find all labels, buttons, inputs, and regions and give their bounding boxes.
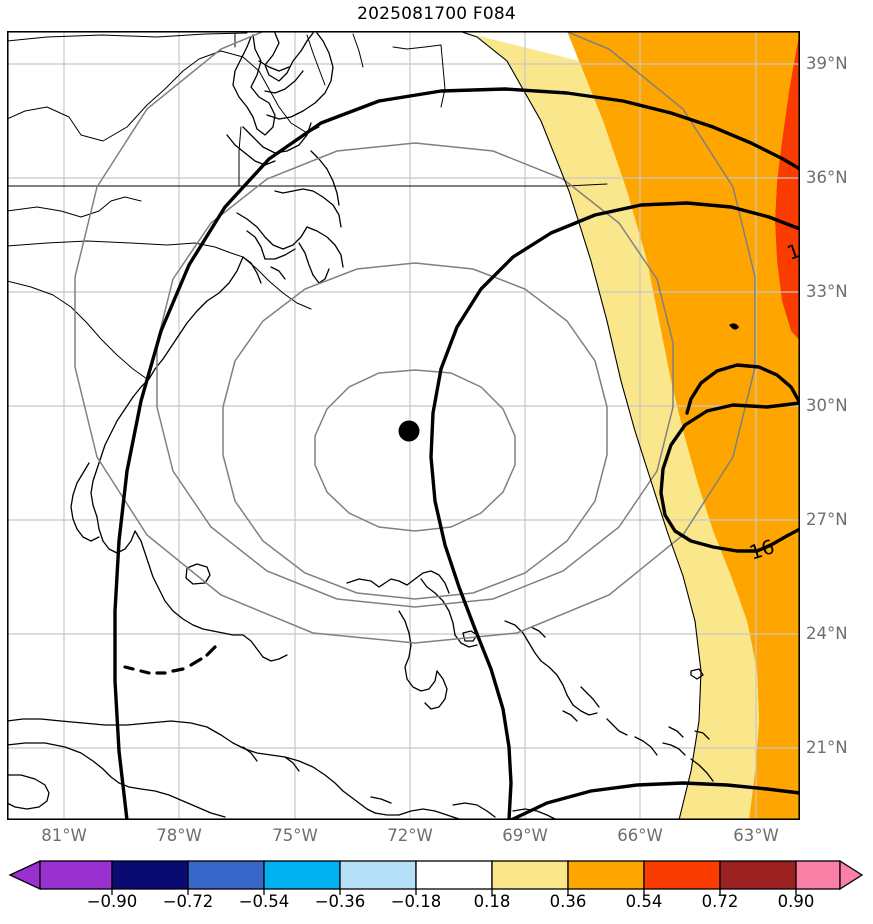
map-svg: 16 1 xyxy=(7,31,800,820)
colorbar-swatches xyxy=(8,859,864,891)
lat-label-39n: 39°N xyxy=(806,54,848,73)
range-ring-4 xyxy=(74,31,756,644)
lat-label-24n: 24°N xyxy=(806,624,848,643)
lat-label-33n: 33°N xyxy=(806,282,848,301)
cbar-tick-label-0: −0.90 xyxy=(86,892,138,911)
graticule-gridlines xyxy=(7,31,800,820)
cbar-cell-over xyxy=(795,860,841,890)
band-0.18-0.36 xyxy=(459,31,759,820)
lon-label-69w: 69°W xyxy=(502,826,548,845)
lat-label-27n: 27°N xyxy=(806,510,848,529)
band-0.54-0.72-b xyxy=(775,31,800,341)
lon-label-75w: 75°W xyxy=(272,826,318,845)
cbar-tick-label-2: −0.54 xyxy=(238,892,290,911)
plot-frame xyxy=(7,31,800,820)
colorbar-svg xyxy=(8,859,864,895)
cbar-tick-label-6: 0.36 xyxy=(549,892,587,911)
coastlines-and-borders xyxy=(7,32,714,820)
contour-closed-16 xyxy=(659,401,800,553)
cbar-cell-4 xyxy=(339,860,417,890)
contour-north-arc xyxy=(113,87,800,820)
cbar-extend-over xyxy=(839,859,864,891)
thin-contour-lines xyxy=(458,31,702,820)
lon-label-78w: 78°W xyxy=(156,826,202,845)
colorbar[interactable] xyxy=(0,856,873,924)
cbar-tick-label-4: −0.18 xyxy=(390,892,442,911)
cbar-tick-label-5: 0.18 xyxy=(473,892,511,911)
cbar-cell-8 xyxy=(643,860,721,890)
range-ring-3 xyxy=(156,142,674,608)
contour-closed-16-top xyxy=(685,363,800,415)
cbar-extend-under xyxy=(8,859,41,891)
cbar-cell-9 xyxy=(719,860,797,890)
storm-center-marker[interactable] xyxy=(398,420,420,442)
cbar-tick-label-9: 0.90 xyxy=(777,892,815,911)
cbar-cell-3 xyxy=(263,860,341,890)
cbar-cell-6 xyxy=(491,860,569,890)
range-ring-2 xyxy=(222,262,608,600)
cbar-cell-2 xyxy=(187,860,265,890)
page-title: 2025081700 F084 xyxy=(357,4,516,24)
storm-range-rings xyxy=(74,31,756,644)
cbar-cell-under xyxy=(39,860,113,890)
lon-label-66w: 66°W xyxy=(617,826,663,845)
lon-label-72w: 72°W xyxy=(387,826,433,845)
cbar-tick-label-1: −0.72 xyxy=(162,892,214,911)
lon-label-81w: 81°W xyxy=(41,826,87,845)
range-ring-inner xyxy=(314,369,516,532)
cbar-tick-label-7: 0.54 xyxy=(625,892,663,911)
map-plot-area[interactable]: 16 1 xyxy=(7,31,800,820)
thick-contour-lines xyxy=(113,87,800,820)
cbar-cell-7 xyxy=(567,860,645,890)
colorbar-ticks xyxy=(111,889,797,895)
cbar-cell-1 xyxy=(111,860,189,890)
contour-south-arc xyxy=(509,781,800,820)
lat-label-30n: 30°N xyxy=(806,396,848,415)
cbar-tick-label-8: 0.72 xyxy=(701,892,739,911)
contour-mid-loop xyxy=(429,201,800,820)
lat-label-36n: 36°N xyxy=(806,168,848,187)
cbar-tick-label-3: −0.36 xyxy=(314,892,366,911)
contour-speck xyxy=(729,323,739,330)
cbar-cell-5 xyxy=(415,860,493,890)
lon-label-63w: 63°W xyxy=(733,826,779,845)
lat-label-21n: 21°N xyxy=(806,738,848,757)
